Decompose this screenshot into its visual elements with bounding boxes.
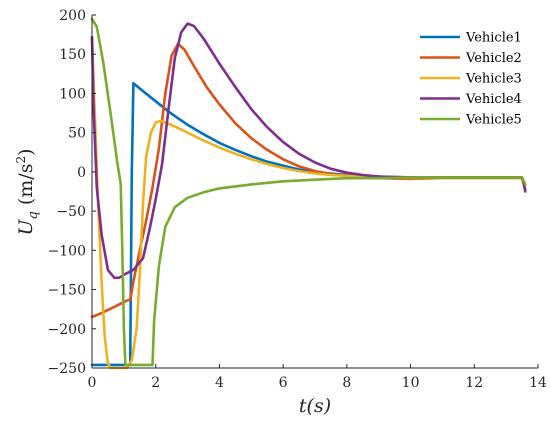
series-line-vehicle4 — [90, 22, 527, 280]
y-axis-title: Uq (m/s2) — [14, 148, 41, 235]
y-tick-label: −200 — [48, 322, 86, 338]
legend: Vehicle1 Vehicle2 Vehicle3 Vehicle4 Vehicle5 — [420, 31, 522, 128]
series-line-vehicle5 — [90, 17, 527, 367]
series-line-vehicle1 — [90, 81, 527, 367]
y-tick-label: 200 — [59, 8, 86, 24]
legend-label: Vehicle5 — [465, 113, 522, 128]
x-tick-label: 10 — [402, 375, 420, 391]
y-tick-label: 0 — [77, 165, 86, 181]
y-tick-label: −100 — [48, 243, 86, 259]
y-tick-label: 100 — [59, 86, 86, 102]
x-tick-label: 14 — [529, 375, 547, 391]
x-tick-label: 8 — [342, 375, 351, 391]
legend-label: Vehicle4 — [465, 92, 522, 107]
legend-label: Vehicle3 — [465, 72, 522, 87]
y-tick-label: −150 — [48, 283, 86, 299]
legend-label: Vehicle2 — [465, 51, 522, 66]
axes — [91, 15, 538, 369]
legend-label: Vehicle1 — [465, 31, 522, 46]
y-tick-label: −250 — [48, 361, 86, 377]
series-line-vehicle3 — [90, 37, 527, 370]
x-tick-label: 4 — [215, 375, 224, 391]
x-tick-label: 2 — [151, 375, 160, 391]
y-tick-label: 50 — [68, 126, 86, 142]
x-axis-title: t(s) — [299, 395, 331, 417]
y-tick-label: 150 — [59, 47, 86, 63]
series-layer — [90, 17, 527, 370]
y-tick-label: −50 — [56, 204, 86, 220]
x-tick-label: 0 — [88, 375, 97, 391]
x-tick-label: 6 — [279, 375, 288, 391]
x-tick-label: 12 — [465, 375, 483, 391]
ticks: 0 2 4 6 8 10 12 14 −250 −200 −150 −100 −50 0 50 100 150 2… — [48, 8, 547, 391]
